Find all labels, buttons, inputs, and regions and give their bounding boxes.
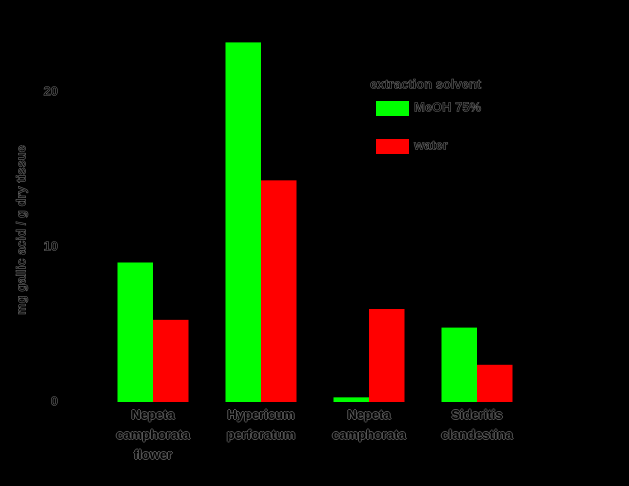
x-tick-label: Nepeta camphorata [332,407,406,442]
legend-label: water [413,137,448,152]
bar [225,42,261,403]
legend-swatch [376,101,409,116]
bar [261,180,297,402]
legend-title: extraction solvent [370,76,482,91]
bar [333,397,369,402]
y-tick-label: 0 [51,393,58,408]
bar [117,262,153,402]
bar [477,364,513,402]
y-tick-label: 20 [44,83,58,98]
x-tick-label: Hypericum perforatum [226,407,296,442]
x-tick-label: Nepeta camphorata flower [116,407,190,462]
bar [441,327,477,402]
x-tick-label: Sideritis clandestina [441,407,513,442]
legend-swatch [376,139,409,154]
y-axis-label: mg gallic acid / g dry tissue [13,145,28,315]
y-tick-label: 10 [44,238,58,253]
bar [369,309,405,402]
legend-label: MeOH 75% [414,99,482,114]
bar [153,319,189,402]
